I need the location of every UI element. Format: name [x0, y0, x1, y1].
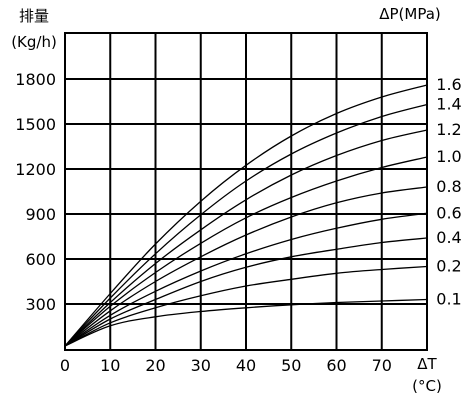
y-tick-label: 300: [25, 295, 56, 314]
series-line-1.0: [64, 156, 428, 347]
series-labels: 0.1 0.2 0.4 0.6 0.8 1.0 1.2 1.41.6: [436, 75, 461, 309]
series-title: ΔP(MPa): [379, 5, 441, 23]
series-label: 1.0: [436, 147, 461, 166]
series-line-0.1: [64, 298, 428, 347]
x-tick-label: 10: [100, 356, 120, 375]
curves: [64, 84, 428, 347]
x-tick-label: 0: [60, 356, 70, 375]
tick-labels: 300 600 900 1200 1500 1800 0 10 20 30 40 50 60 70: [15, 70, 392, 375]
series-label: 0.4: [436, 228, 461, 247]
series-line-1.6: [64, 84, 428, 347]
series-label: 0.1: [436, 290, 461, 309]
series-line-1.2: [64, 129, 428, 347]
x-tick-label: 70: [372, 356, 392, 375]
series-line-0.4: [64, 237, 428, 347]
series-label: 1.6: [436, 75, 461, 94]
y-axis-title-line2: (Kg/h): [11, 33, 57, 51]
series-label: 0.2: [436, 257, 461, 276]
series-line-0.8: [64, 186, 428, 347]
y-axis-title-line1: 排量: [19, 7, 49, 25]
x-tick-label: 40: [236, 356, 256, 375]
x-tick-label: 60: [326, 356, 346, 375]
x-axis-title-line2: (°C): [412, 377, 442, 395]
series-line-0.2: [64, 265, 428, 347]
series-line-1.4: [64, 103, 428, 347]
series-label: 1.2: [436, 120, 461, 139]
x-tick-label: 30: [191, 356, 211, 375]
series-label: 0.8: [436, 177, 461, 196]
x-tick-label: 50: [281, 356, 301, 375]
y-tick-label: 1500: [15, 115, 56, 134]
x-tick-label: 20: [145, 356, 165, 375]
series-line-0.6: [64, 212, 428, 347]
x-axis-title-line1: ΔT: [417, 355, 437, 373]
series-label: 0.6: [436, 203, 461, 222]
plot-grid: [64, 32, 428, 351]
y-tick-label: 1800: [15, 70, 56, 89]
y-tick-label: 900: [25, 205, 56, 224]
y-tick-label: 1200: [15, 160, 56, 179]
series-label: 1.4: [436, 95, 461, 114]
y-tick-label: 600: [25, 250, 56, 269]
